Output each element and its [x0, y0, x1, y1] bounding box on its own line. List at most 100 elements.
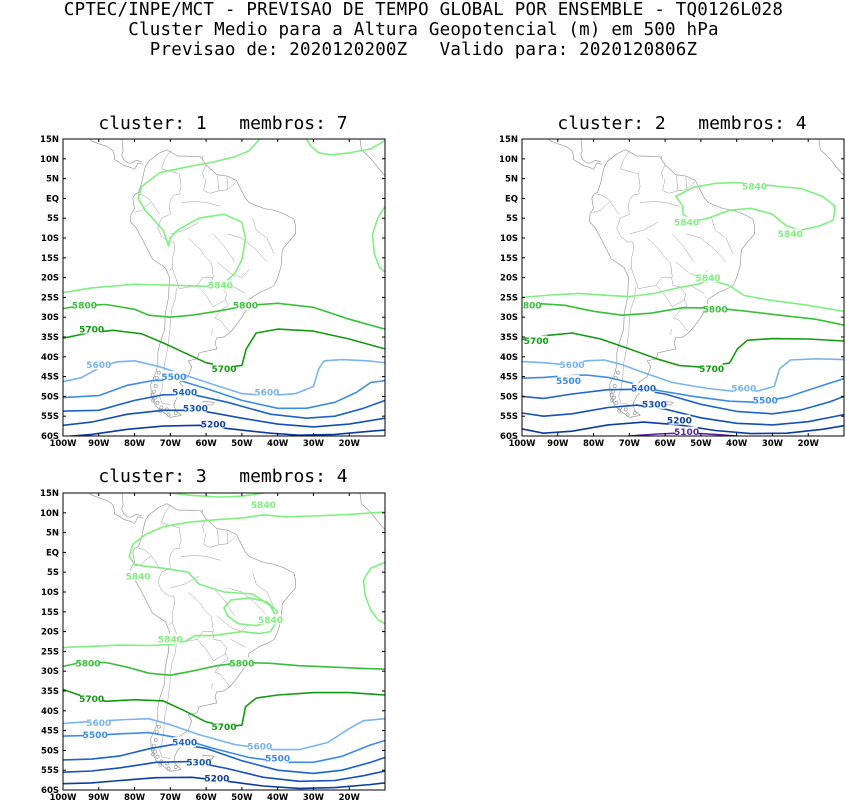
contour-label: 5600: [86, 719, 111, 729]
country-border: [170, 576, 199, 588]
contour-layer: [63, 493, 385, 788]
contour-label: 5600: [86, 361, 111, 371]
contour-label: 5840: [258, 616, 283, 626]
lat-label: 15N: [40, 489, 59, 499]
contour-label: 5700: [79, 695, 104, 705]
contour-label: 5500: [161, 373, 186, 383]
lon-label: 70W: [160, 793, 182, 803]
contour-line-5500: [63, 380, 385, 409]
lon-label: 100W: [49, 439, 77, 449]
lat-label: 30S: [500, 313, 518, 323]
coastline-central-america-north: [122, 139, 142, 163]
lon-label: 30W: [303, 793, 325, 803]
lon-label: 100W: [49, 793, 77, 803]
island: [160, 406, 163, 409]
contour-label: 5840: [126, 572, 151, 582]
contour-label: 5500: [753, 397, 778, 407]
lat-label: 10S: [41, 588, 59, 598]
island: [633, 411, 636, 414]
country-border: [231, 640, 245, 648]
contour-label: 5600: [731, 385, 756, 395]
contour-label: 5700: [211, 723, 236, 733]
country-border: [253, 218, 275, 254]
country-border: [213, 234, 234, 262]
lon-label: 50W: [690, 439, 712, 449]
contour-line-5800: [522, 304, 844, 325]
lat-label: 50S: [41, 392, 59, 402]
island: [615, 401, 618, 404]
contour-label: 5500: [556, 377, 581, 387]
lon-label: 40W: [726, 439, 748, 449]
contour-label: 5700: [79, 325, 104, 335]
lat-label: 15N: [499, 135, 518, 145]
contour-line-5840: [306, 139, 385, 155]
lon-label: 80W: [124, 793, 146, 803]
lat-label: 50S: [500, 392, 518, 402]
lat-label: 45S: [41, 373, 59, 383]
country-border: [227, 531, 228, 544]
country-border: [253, 572, 275, 608]
map-frame: [63, 493, 385, 790]
header-line-1: CPTEC/INPE/MCT - PREVISAO DE TEMPO GLOBA…: [0, 0, 847, 20]
lat-label: 40S: [41, 707, 59, 717]
contour-label: 5840: [778, 230, 803, 240]
country-border: [629, 222, 658, 234]
lat-label: 25S: [500, 293, 518, 303]
island: [154, 739, 157, 742]
coastline-central-america: [63, 489, 144, 524]
country-border: [640, 202, 679, 207]
lat-label: 15S: [500, 254, 518, 264]
country-border: [170, 548, 182, 569]
lon-label: 60W: [196, 793, 218, 803]
lon-label: 60W: [655, 439, 677, 449]
coastline-central-america-north: [581, 139, 601, 163]
lat-label: 40S: [500, 353, 518, 363]
header-line-2: Cluster Medio para a Altura Geopotencial…: [0, 20, 847, 40]
lat-label: 10S: [500, 234, 518, 244]
contour-label: 5840: [696, 274, 721, 284]
island: [174, 765, 177, 768]
lon-label: 40W: [267, 793, 289, 803]
country-border: [686, 177, 687, 190]
contour-label: 5840: [742, 183, 767, 193]
lat-label: 5N: [505, 175, 518, 185]
country-border: [203, 165, 207, 179]
lon-label: 50W: [231, 793, 253, 803]
contour-label: 5800: [233, 302, 258, 312]
lon-label: 90W: [88, 793, 110, 803]
lon-label: 20W: [339, 439, 361, 449]
lat-label: 30S: [41, 313, 59, 323]
lon-label: 90W: [547, 439, 569, 449]
country-border: [629, 194, 641, 215]
contour-label: 5840: [674, 218, 699, 228]
contour-line-5400: [522, 389, 844, 414]
country-border: [227, 177, 228, 190]
lat-label: 15N: [40, 135, 59, 145]
country-border: [204, 533, 236, 548]
lat-label: 10N: [499, 155, 518, 165]
coastline-central-america: [522, 135, 603, 170]
lat-label: 35S: [41, 687, 59, 697]
country-border: [662, 165, 666, 179]
lat-label: 10N: [40, 509, 59, 519]
lat-label: 35S: [41, 333, 59, 343]
lon-label: 80W: [124, 439, 146, 449]
lon-label: 70W: [619, 439, 641, 449]
contour-label: 5300: [183, 404, 208, 414]
lon-label: 100W: [508, 439, 536, 449]
island: [152, 390, 155, 393]
contour-label: 5400: [631, 385, 656, 395]
header-line-3: Previsao de: 2020120200Z Valido para: 20…: [0, 40, 847, 60]
lat-label: 5S: [506, 214, 518, 224]
lat-label: 15S: [41, 608, 59, 618]
coastline-africa: [819, 139, 847, 181]
lat-label: 40S: [41, 353, 59, 363]
lon-label: 30W: [303, 439, 325, 449]
lat-label: 55S: [41, 412, 59, 422]
contour-label: 5700: [699, 365, 724, 375]
contour-label: 5800: [76, 659, 101, 669]
country-border: [672, 234, 693, 262]
contour-label: 5500: [265, 755, 290, 765]
